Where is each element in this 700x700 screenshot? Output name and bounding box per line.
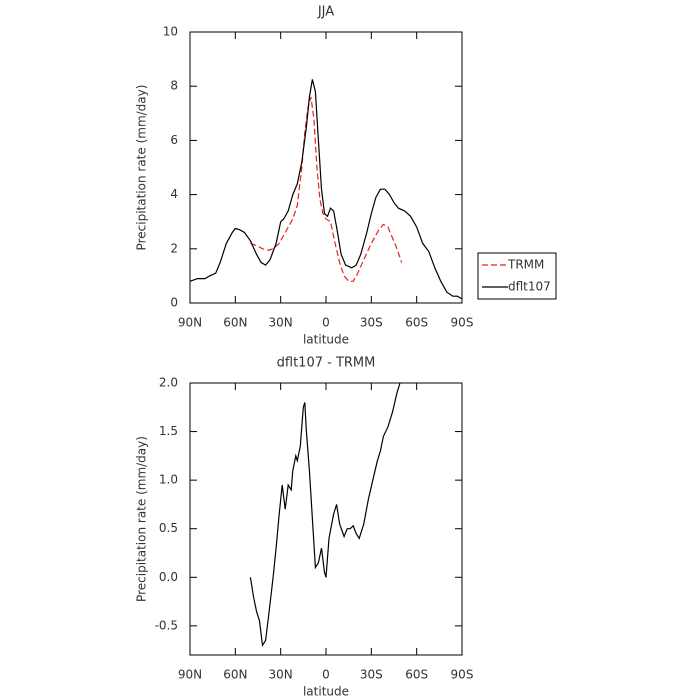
plot-frame bbox=[189, 31, 463, 304]
data-line bbox=[189, 79, 463, 300]
x-tick-label: 60N bbox=[223, 668, 247, 682]
y-axis-label: Precipitation rate (mm/day) bbox=[135, 85, 149, 251]
chart-title: JJA bbox=[317, 5, 334, 20]
y-tick-label: 10 bbox=[163, 25, 178, 39]
x-tick-label: 90N bbox=[178, 316, 202, 330]
y-tick-label: 4 bbox=[170, 187, 178, 201]
x-tick-label: 90N bbox=[178, 668, 202, 682]
x-tick-label: 30N bbox=[269, 316, 293, 330]
y-tick-label: 6 bbox=[170, 133, 178, 147]
legend-box bbox=[477, 252, 557, 300]
y-tick-label: 0.0 bbox=[159, 570, 178, 584]
x-tick-label: 90S bbox=[451, 316, 474, 330]
x-axis-label: latitude bbox=[303, 333, 349, 347]
x-tick-label: 0 bbox=[322, 668, 330, 682]
data-line bbox=[250, 96, 403, 282]
x-tick-label: 60S bbox=[405, 316, 428, 330]
x-tick-label: 0 bbox=[322, 316, 330, 330]
y-tick-label: 8 bbox=[170, 79, 178, 93]
x-tick-label: 30S bbox=[360, 668, 383, 682]
y-tick-label: 2.0 bbox=[159, 376, 178, 390]
x-tick-label: 60S bbox=[405, 668, 428, 682]
y-tick-label: -0.5 bbox=[155, 618, 178, 632]
plot-frame bbox=[189, 382, 463, 656]
legend-label: dflt107 bbox=[508, 280, 551, 294]
y-tick-label: 0 bbox=[170, 296, 178, 310]
x-tick-label: 30S bbox=[360, 316, 383, 330]
y-tick-label: 2 bbox=[170, 241, 178, 255]
x-tick-label: 90S bbox=[451, 668, 474, 682]
x-tick-label: 60N bbox=[223, 316, 247, 330]
y-tick-label: 1.5 bbox=[159, 424, 178, 438]
y-tick-label: 1.0 bbox=[159, 473, 178, 487]
chart-title: dflt107 - TRMM bbox=[277, 356, 376, 371]
y-axis-label: Precipitation rate (mm/day) bbox=[135, 436, 149, 602]
x-axis-label: latitude bbox=[303, 685, 349, 699]
x-tick-label: 30N bbox=[269, 668, 293, 682]
y-tick-label: 0.5 bbox=[159, 521, 178, 535]
legend-label: TRMM bbox=[507, 258, 544, 272]
data-line bbox=[249, 382, 401, 648]
